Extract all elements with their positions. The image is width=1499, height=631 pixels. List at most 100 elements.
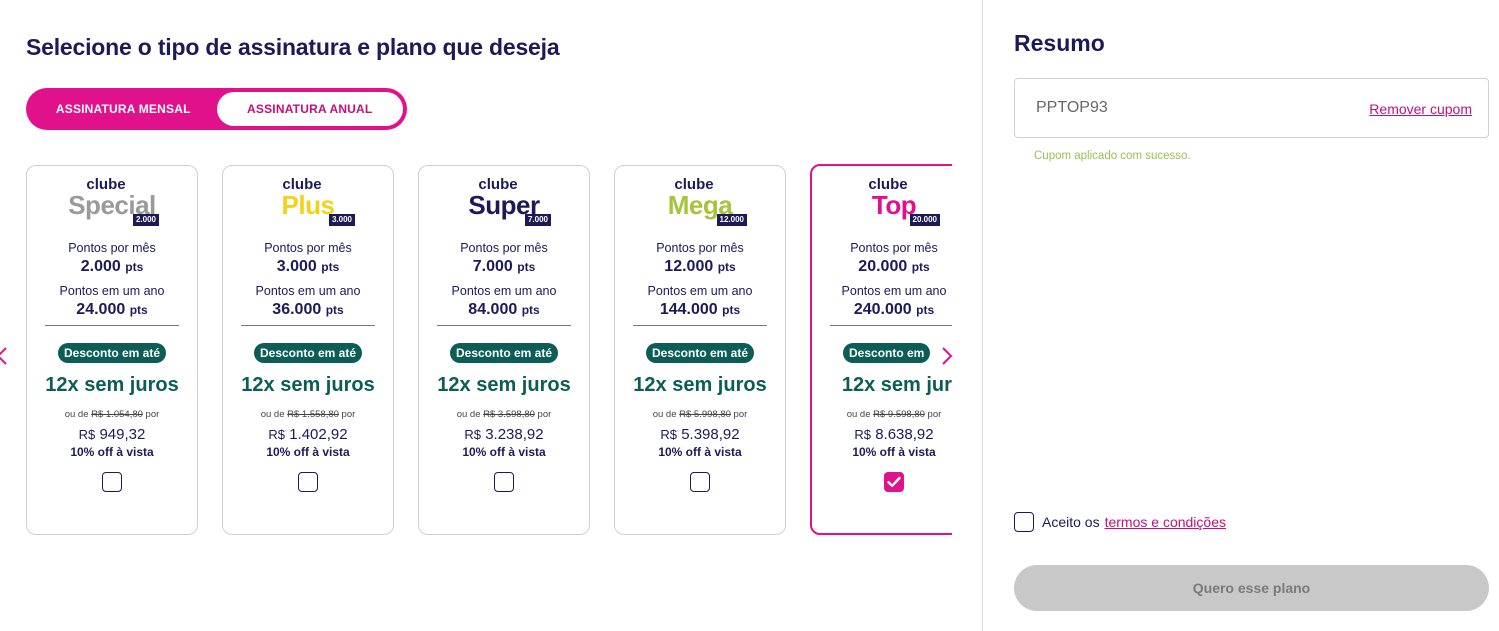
logo-clube-text: clube [674,176,714,193]
divider [437,325,571,326]
discount-badge: Desconto em até [645,343,755,363]
plan-card-mega[interactable]: clube Mega 12.000 Pontos por mês 12.000 … [614,165,786,535]
plan-card-top[interactable]: clube Top 20.000 Pontos por mês 20.000 p… [810,164,952,535]
divider [830,325,952,326]
price: R$ 1.402,92 [268,426,348,443]
plan-checkbox[interactable] [102,472,122,492]
carousel-prev-arrow-icon[interactable] [0,346,8,369]
plan-card-special[interactable]: clube Special 2.000 Pontos por mês 2.000… [26,165,198,535]
plan-checkbox[interactable] [690,472,710,492]
summary-sidebar: Resumo PPTOP93 Remover cupom Cupom aplic… [982,0,1499,631]
points-month-label: Pontos por mês [850,241,938,255]
discount-badge: Desconto em até [253,343,363,363]
old-price-line: ou de R$ 9.598,80 por [846,409,942,420]
price: R$ 5.398,92 [660,426,740,443]
plan-logo: clube Top 20.000 [812,177,952,239]
plan-badge: 3.000 [328,214,355,226]
price: R$ 3.238,92 [464,426,544,443]
old-price: R$ 1.054,80 [91,409,143,420]
plan-checkbox[interactable] [494,472,514,492]
discount-badge: Desconto em até [57,343,167,363]
points-month-label: Pontos por mês [264,241,352,255]
installments-text: 12x sem juros [241,374,375,396]
terms-link[interactable]: termos e condições [1104,514,1226,530]
discount-badge: Desconto em até [449,343,559,363]
price: R$ 949,32 [78,426,146,443]
installments-text: 12x sem juros [633,374,767,396]
plan-badge: 20.000 [909,214,940,226]
points-year-value: 84.000 pts [468,301,540,318]
points-year-label: Pontos em um ano [841,284,947,298]
divider [45,325,179,326]
points-year-label: Pontos em um ano [647,284,753,298]
old-price-line: ou de R$ 1.558,80 por [260,409,356,420]
points-month-value: 2.000 pts [80,258,144,275]
plan-badge: 2.000 [132,214,159,226]
check-icon [887,476,901,487]
plan-checkbox-checked[interactable] [884,472,904,492]
points-year-label: Pontos em um ano [255,284,361,298]
points-month-label: Pontos por mês [656,241,744,255]
points-year-label: Pontos em um ano [59,284,165,298]
logo-clube-text: clube [478,176,518,193]
old-price-line: ou de R$ 1.054,80 por [64,409,160,420]
points-month-value: 3.000 pts [276,258,340,275]
installments-text: 12x sem juros [437,374,571,396]
subscription-type-toggle: ASSINATURA MENSAL ASSINATURA ANUAL [26,88,407,130]
terms-checkbox[interactable] [1014,512,1034,532]
remove-coupon-link[interactable]: Remover cupom [1369,101,1472,117]
old-price: R$ 3.598,80 [483,409,535,420]
terms-prefix: Aceito os [1042,514,1100,530]
points-month-label: Pontos por mês [68,241,156,255]
plan-name: Mega [667,190,733,220]
old-price: R$ 1.558,80 [287,409,339,420]
points-year-value: 144.000 pts [659,301,741,318]
points-year-label: Pontos em um ano [451,284,557,298]
discount-cash-text: 10% off à vista [70,445,154,459]
summary-title: Resumo [1014,30,1105,56]
plan-logo: clube Mega 12.000 [615,177,785,239]
plan-logo: clube Special 2.000 [27,177,197,239]
discount-cash-text: 10% off à vista [266,445,350,459]
points-month-value: 12.000 pts [664,258,736,275]
points-year-value: 36.000 pts [272,301,344,318]
tab-monthly-subscription[interactable]: ASSINATURA MENSAL [55,102,191,116]
old-price-line: ou de R$ 3.598,80 por [456,409,552,420]
tab-annual-subscription[interactable]: ASSINATURA ANUAL [216,92,403,126]
price: R$ 8.638,92 [854,426,934,443]
points-year-value: 240.000 pts [853,301,935,318]
logo-clube-text: clube [282,176,322,193]
coupon-field[interactable]: PPTOP93 Remover cupom [1014,78,1489,138]
logo-clube-text: clube [868,176,908,193]
plan-logo: clube Plus 3.000 [223,177,393,239]
discount-cash-text: 10% off à vista [852,445,936,459]
plans-carousel: clube Special 2.000 Pontos por mês 2.000… [0,164,952,539]
plan-checkbox[interactable] [298,472,318,492]
plan-name: Plus [281,190,335,220]
points-month-value: 20.000 pts [858,258,930,275]
points-year-value: 24.000 pts [76,301,148,318]
installments-text: 12x sem juros [45,374,179,396]
plan-logo: clube Super 7.000 [419,177,589,239]
divider [241,325,375,326]
divider [633,325,767,326]
choose-plan-button[interactable]: Quero esse plano [1014,565,1489,611]
old-price-line: ou de R$ 5.998,80 por [652,409,748,420]
plan-name: Top [871,190,917,220]
page-title: Selecione o tipo de assinatura e plano q… [26,34,560,60]
plan-badge: 12.000 [716,214,747,226]
plan-card-super[interactable]: clube Super 7.000 Pontos por mês 7.000 p… [418,165,590,535]
points-month-label: Pontos por mês [460,241,548,255]
terms-row: Aceito os termos e condições [1014,512,1226,532]
points-month-value: 7.000 pts [472,258,536,275]
carousel-next-arrow-icon[interactable] [941,346,953,369]
plan-name: Super [468,190,540,220]
logo-clube-text: clube [86,176,126,193]
plan-card-plus[interactable]: clube Plus 3.000 Pontos por mês 3.000 pt… [222,165,394,535]
installments-text: 12x sem juro [841,374,952,396]
old-price: R$ 9.598,80 [873,409,925,420]
old-price: R$ 5.998,80 [679,409,731,420]
coupon-success-message: Cupom aplicado com sucesso. [1034,150,1191,162]
discount-badge: Desconto em [843,343,931,363]
